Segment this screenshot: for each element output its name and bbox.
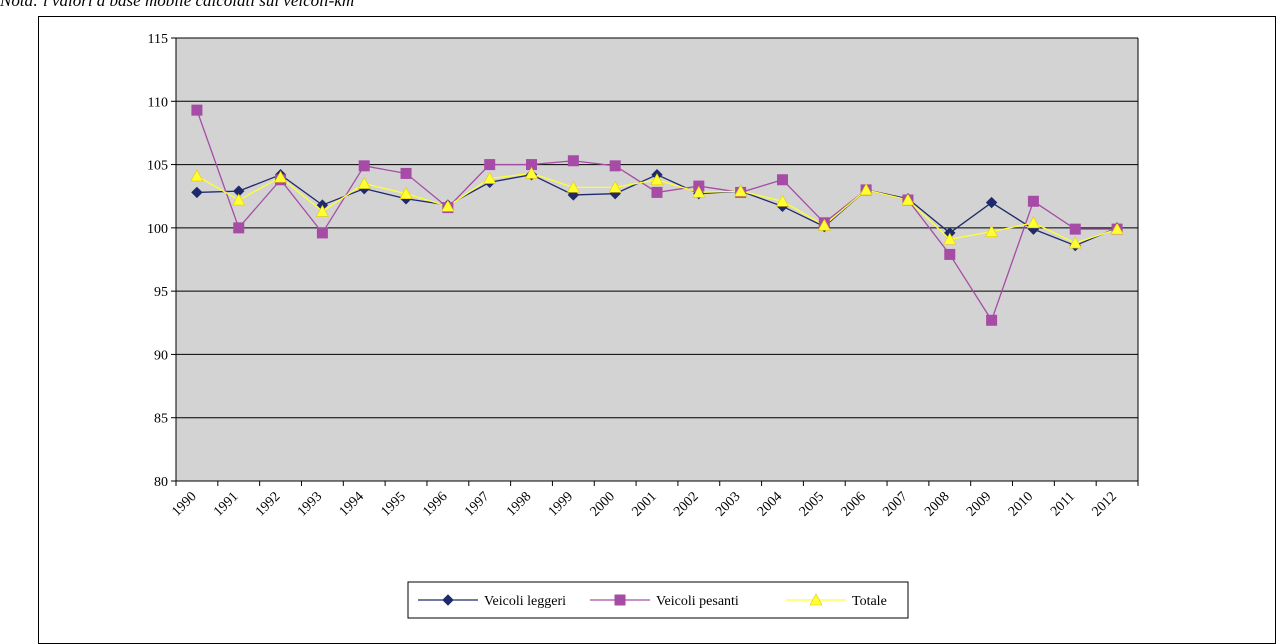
x-tick-label-1990: 1990 [169, 489, 199, 519]
x-tick-label-2000: 2000 [588, 489, 618, 519]
y-tick-label-6: 110 [148, 95, 168, 110]
point-totale-2004 [775, 194, 789, 207]
x-tick-label-1994: 1994 [337, 489, 367, 519]
point-totale-1991 [232, 193, 246, 206]
legend-label-veicoli-leggeri: Veicoli leggeri [484, 594, 566, 609]
y-axis: 80 85 90 95 100 105 110 115 [147, 32, 177, 490]
x-tick-label-2012: 2012 [1090, 489, 1120, 519]
y-tick-label-2: 90 [154, 348, 168, 363]
point-totale-2012 [1110, 222, 1124, 235]
x-tick-label-1991: 1991 [211, 489, 241, 519]
legend-label-totale: Totale [852, 594, 887, 609]
x-tick-label-1992: 1992 [253, 489, 283, 519]
point-totale-2011 [1068, 236, 1082, 249]
point-veicoli-pesanti-1990 [191, 104, 203, 116]
x-tick-label-1996: 1996 [420, 489, 450, 519]
point-totale-2010 [1026, 216, 1040, 229]
point-totale-2007 [901, 193, 915, 206]
legend: Veicoli leggeri Veicoli pesanti Totale [407, 581, 909, 619]
point-totale-2001 [650, 173, 664, 186]
point-totale-1993 [315, 204, 329, 217]
x-tick-label-2007: 2007 [880, 489, 910, 519]
y-tick-label-4: 100 [147, 222, 168, 237]
x-tick-label-1997: 1997 [462, 489, 492, 519]
point-totale-2000 [608, 180, 622, 193]
point-totale-2002 [692, 185, 706, 198]
y-tick-label-3: 95 [154, 285, 168, 300]
point-totale-1994 [357, 176, 371, 189]
x-tick-label-1995: 1995 [378, 489, 408, 519]
point-veicoli-pesanti-2011 [1069, 223, 1081, 235]
point-totale-1990 [190, 169, 204, 182]
point-veicoli-pesanti-2009 [986, 314, 998, 326]
y-tick-label-0: 80 [154, 475, 168, 490]
point-veicoli-leggeri-2009 [985, 196, 998, 209]
x-tick-label-2008: 2008 [922, 489, 952, 519]
x-tick-label-2010: 2010 [1006, 489, 1036, 519]
point-totale-2005 [817, 218, 831, 231]
point-veicoli-pesanti-1995 [400, 167, 412, 179]
legend-label-veicoli-pesanti: Veicoli pesanti [656, 594, 739, 609]
chart-caption: Nota: i valori a base mobile calcolati s… [0, 0, 355, 10]
point-veicoli-pesanti-2010 [1027, 195, 1039, 207]
y-tick-label-7: 115 [148, 32, 168, 47]
point-totale-1998 [525, 166, 539, 179]
point-veicoli-pesanti-1999 [567, 155, 579, 167]
point-veicoli-pesanti-2004 [776, 174, 788, 186]
point-totale-2008 [943, 232, 957, 245]
point-veicoli-pesanti-1997 [484, 159, 496, 171]
point-totale-1992 [274, 170, 288, 183]
series-markers [190, 104, 1124, 326]
point-totale-1997 [483, 171, 497, 184]
point-totale-1996 [441, 199, 455, 212]
x-tick-label-1999: 1999 [546, 489, 576, 519]
x-tick-label-2011: 2011 [1048, 489, 1078, 519]
legend-marker-totale [809, 593, 823, 606]
x-tick-label-2005: 2005 [797, 489, 827, 519]
x-tick-label-2003: 2003 [713, 489, 743, 519]
point-veicoli-pesanti-2000 [609, 160, 621, 172]
point-totale-2003 [734, 184, 748, 197]
x-tick-label-2009: 2009 [964, 489, 994, 519]
legend-marker-veicoli-leggeri [442, 594, 454, 606]
point-veicoli-pesanti-1994 [358, 160, 370, 172]
point-veicoli-pesanti-1993 [316, 227, 328, 239]
point-totale-2006 [859, 183, 873, 196]
x-tick-label-2002: 2002 [671, 489, 701, 519]
x-tick-label-1993: 1993 [295, 489, 325, 519]
point-veicoli-leggeri-1990 [191, 186, 203, 199]
y-tick-label-1: 85 [154, 412, 168, 427]
point-veicoli-pesanti-1991 [233, 222, 245, 234]
point-totale-1999 [566, 180, 580, 193]
point-veicoli-pesanti-2001 [651, 186, 663, 198]
plot-area [176, 38, 1138, 481]
point-totale-2009 [985, 225, 999, 237]
x-tick-label-2001: 2001 [629, 489, 659, 519]
x-tick-label-2004: 2004 [755, 489, 785, 519]
y-tick-label-5: 105 [147, 159, 168, 174]
legend-marker-veicoli-pesanti [614, 594, 626, 606]
point-totale-1995 [399, 187, 413, 199]
x-tick-label-2006: 2006 [839, 489, 869, 519]
point-veicoli-pesanti-2008 [944, 248, 956, 260]
x-tick-label-1998: 1998 [504, 489, 534, 519]
